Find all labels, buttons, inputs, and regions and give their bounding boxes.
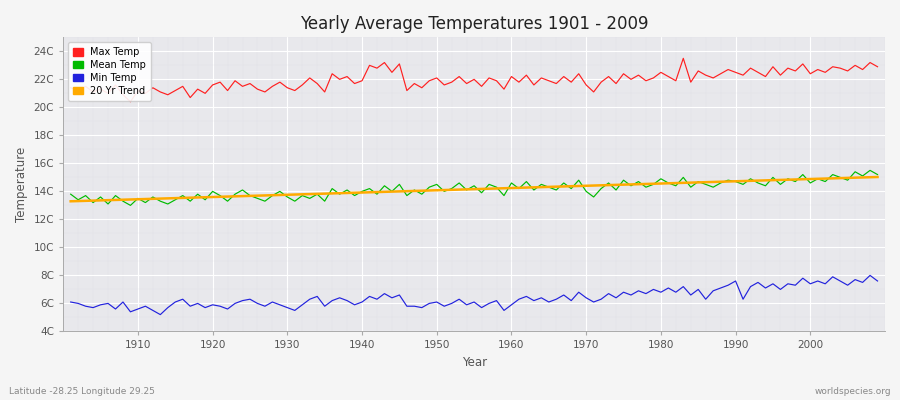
Text: worldspecies.org: worldspecies.org xyxy=(814,387,891,396)
Legend: Max Temp, Mean Temp, Min Temp, 20 Yr Trend: Max Temp, Mean Temp, Min Temp, 20 Yr Tre… xyxy=(68,42,151,101)
X-axis label: Year: Year xyxy=(462,356,487,369)
Text: Latitude -28.25 Longitude 29.25: Latitude -28.25 Longitude 29.25 xyxy=(9,387,155,396)
Y-axis label: Temperature: Temperature xyxy=(15,147,28,222)
Title: Yearly Average Temperatures 1901 - 2009: Yearly Average Temperatures 1901 - 2009 xyxy=(300,15,648,33)
